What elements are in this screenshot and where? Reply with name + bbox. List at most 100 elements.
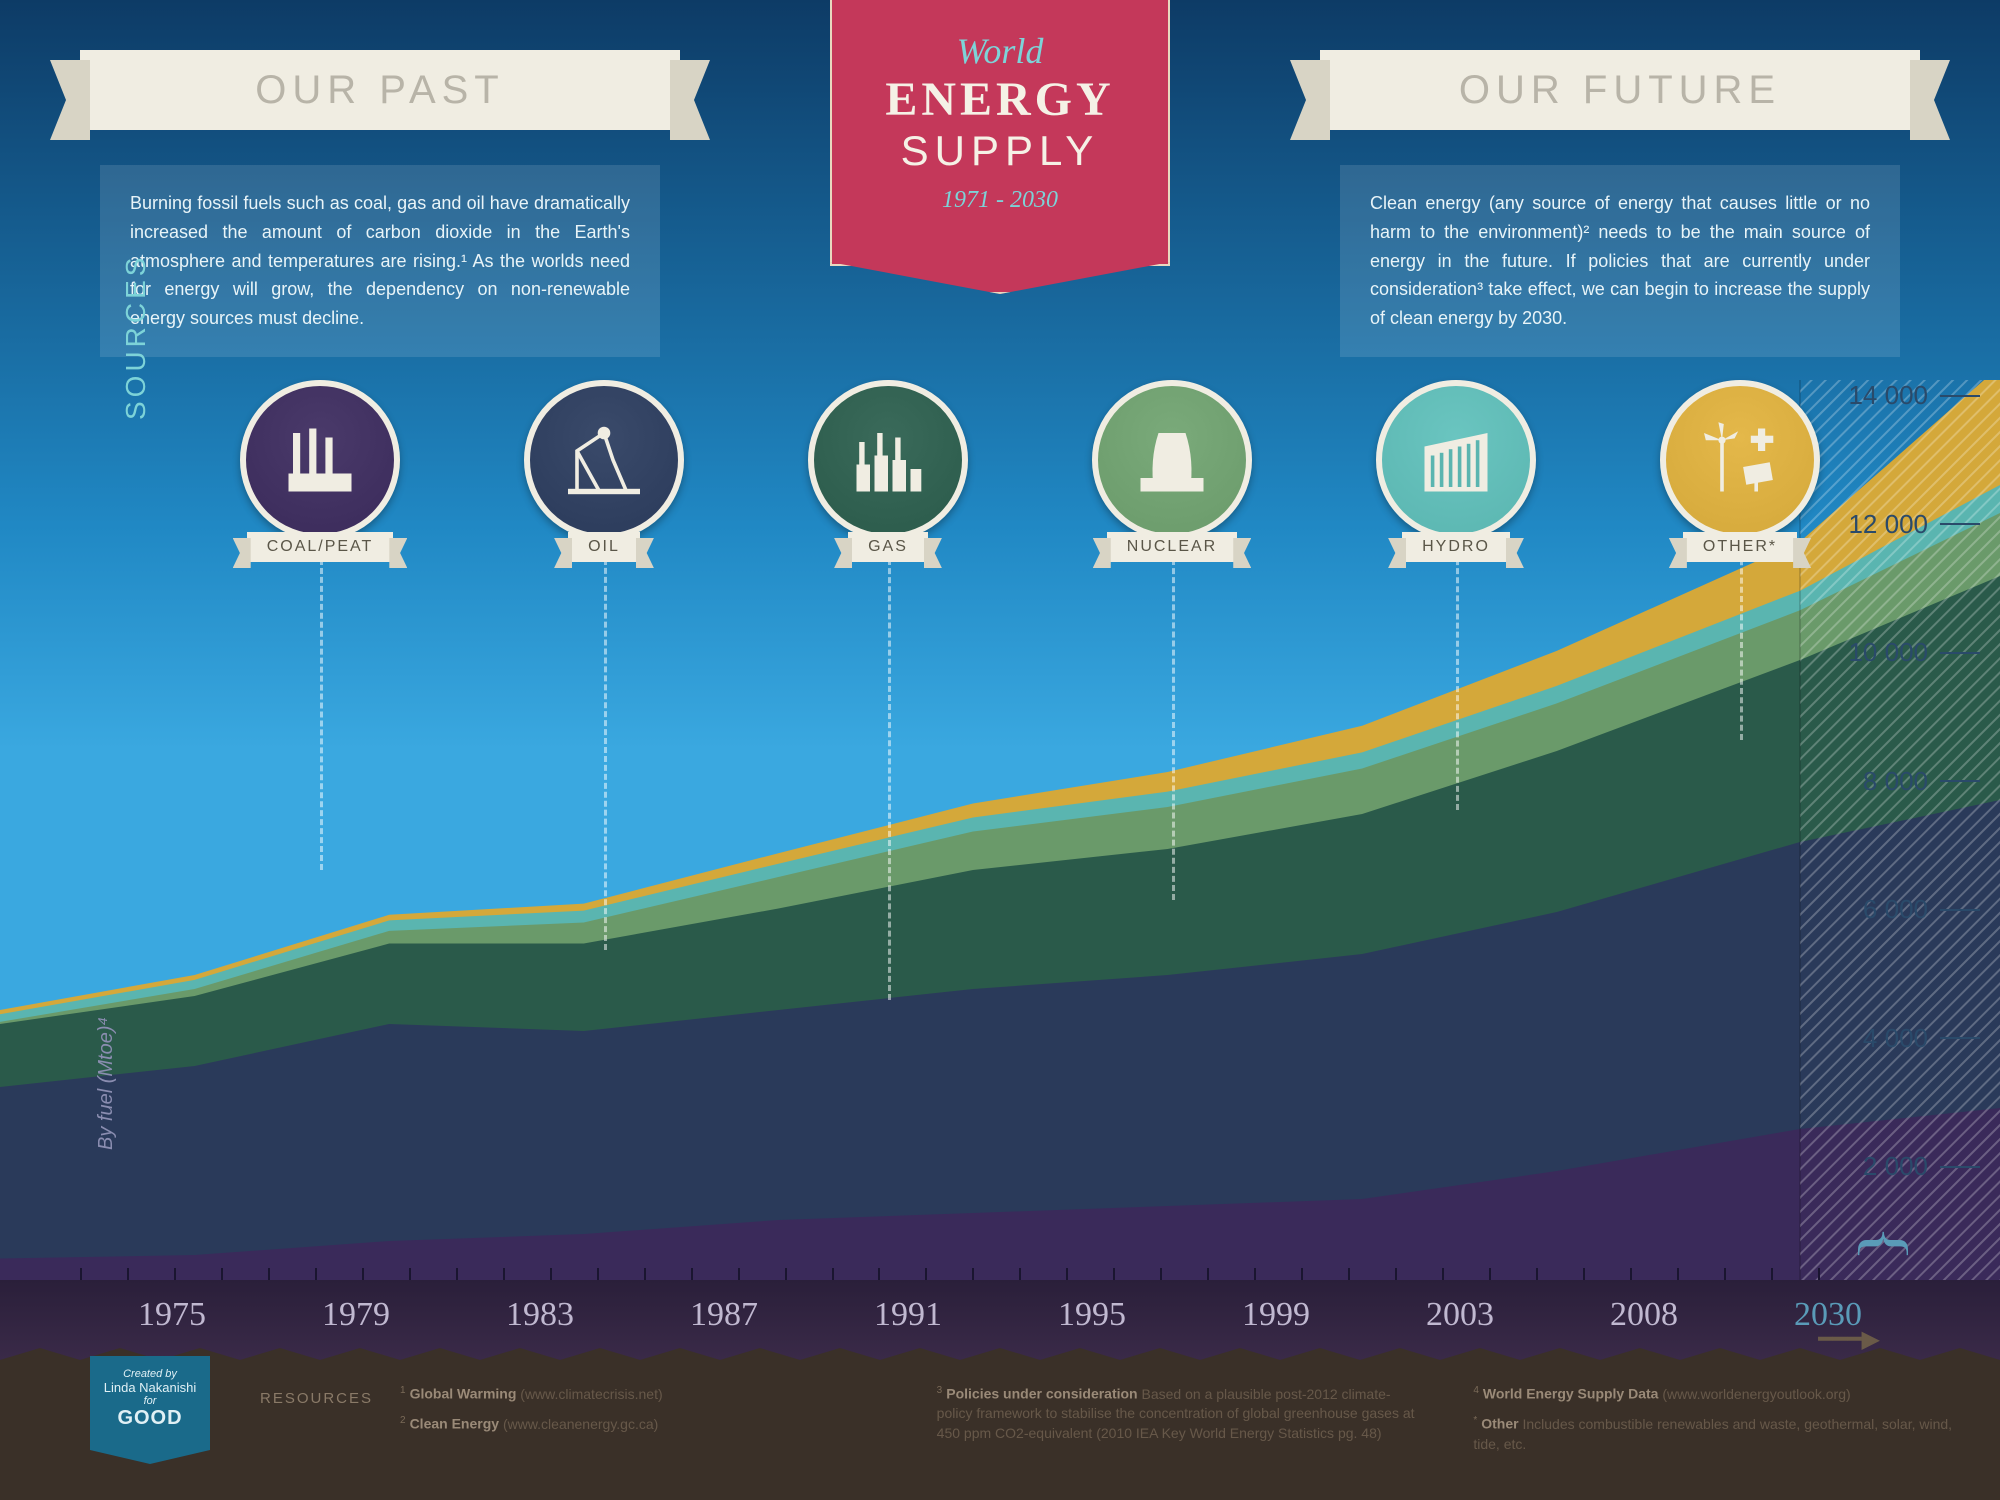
xtick-minor xyxy=(691,1268,693,1280)
xtick-label: 1979 xyxy=(322,1296,390,1334)
textbox-future: Clean energy (any source of energy that … xyxy=(1340,165,1900,357)
xtick-minor xyxy=(1771,1268,1773,1280)
title-main: ENERGY xyxy=(852,72,1148,127)
ytick: 12 000 xyxy=(1848,509,1980,540)
future-bracket-icon: { xyxy=(1851,1225,1920,1262)
footer-references: 1Global Warming (www.climatecrisis.net)2… xyxy=(400,1384,1960,1464)
xtick-minor xyxy=(1818,1268,1820,1280)
hydro-icon xyxy=(1411,415,1501,505)
source-label: OIL xyxy=(568,532,640,562)
xtick-minor xyxy=(1489,1268,1491,1280)
infographic-container: World ENERGY SUPPLY 1971 - 2030 OUR PAST… xyxy=(0,0,2000,1500)
xtick-label: 1991 xyxy=(874,1296,942,1334)
xtick-minor xyxy=(1724,1268,1726,1280)
footer-ref-column: 3Policies under consideration Based on a… xyxy=(937,1384,1424,1464)
footer-ref: 2Clean Energy (www.cleanenergy.gc.ca) xyxy=(400,1414,887,1434)
xtick-minor xyxy=(644,1268,646,1280)
sources-label: SOURCES xyxy=(120,254,152,420)
footer-ref-column: 1Global Warming (www.climatecrisis.net)2… xyxy=(400,1384,887,1464)
ytick: 10 000 xyxy=(1848,637,1980,668)
ytick: 8 000 xyxy=(1863,766,1980,797)
source-icon-coalpeat: COAL/PEAT xyxy=(240,380,400,562)
banner-future-text: OUR FUTURE xyxy=(1459,68,1781,113)
ytick: 14 000 xyxy=(1848,380,1980,411)
xtick-label: 2003 xyxy=(1426,1296,1494,1334)
xtick-minor xyxy=(221,1268,223,1280)
nuclear-icon xyxy=(1127,415,1217,505)
title-ribbon: World ENERGY SUPPLY 1971 - 2030 xyxy=(830,0,1170,320)
xtick-minor xyxy=(1160,1268,1162,1280)
ytick: 2 000 xyxy=(1863,1151,1980,1182)
xtick-minor xyxy=(456,1268,458,1280)
source-icon-nuclear: NUCLEAR xyxy=(1092,380,1252,562)
xtick-minor xyxy=(1442,1268,1444,1280)
source-label: GAS xyxy=(848,532,928,562)
credit-by: Created by xyxy=(98,1368,202,1380)
source-icons-row: COAL/PEAT OIL GAS NUCLEAR HYDRO OTHER* xyxy=(240,380,1820,562)
title-script: World xyxy=(852,30,1148,72)
banner-future: OUR FUTURE xyxy=(1320,50,1920,140)
xtick-minor xyxy=(925,1268,927,1280)
credit-brand: GOOD xyxy=(98,1407,202,1430)
xtick-minor xyxy=(1677,1268,1679,1280)
xtick-minor xyxy=(1301,1268,1303,1280)
source-label: HYDRO xyxy=(1402,532,1510,562)
xtick-minor xyxy=(1066,1268,1068,1280)
source-label: NUCLEAR xyxy=(1107,532,1237,562)
xtick-minor xyxy=(1019,1268,1021,1280)
source-icon-other: OTHER* xyxy=(1660,380,1820,562)
xtick-label: 2008 xyxy=(1610,1296,1678,1334)
credit-name: Linda Nakanishi xyxy=(98,1380,202,1395)
coal-icon xyxy=(275,415,365,505)
xtick-minor xyxy=(1395,1268,1397,1280)
xtick-minor xyxy=(597,1268,599,1280)
xtick-minor xyxy=(1583,1268,1585,1280)
xtick-minor xyxy=(972,1268,974,1280)
xtick-minor xyxy=(878,1268,880,1280)
footer-ref: 3Policies under consideration Based on a… xyxy=(937,1384,1424,1443)
y-axis: 2 000 4 000 6 000 8 000 10 000 12 000 14 000 xyxy=(1840,380,1980,1280)
xtick-minor xyxy=(409,1268,411,1280)
xtick-label: 1975 xyxy=(138,1296,206,1334)
textbox-past: Burning fossil fuels such as coal, gas a… xyxy=(100,165,660,357)
xtick-minor xyxy=(174,1268,176,1280)
xtick-minor xyxy=(1348,1268,1350,1280)
ytick: 6 000 xyxy=(1863,894,1980,925)
source-icon-gas: GAS xyxy=(808,380,968,562)
gas-icon xyxy=(843,415,933,505)
xtick-minor xyxy=(362,1268,364,1280)
xtick-minor xyxy=(1630,1268,1632,1280)
title-sub: SUPPLY xyxy=(852,127,1148,175)
xtick-minor xyxy=(315,1268,317,1280)
ytick: 4 000 xyxy=(1863,1023,1980,1054)
xtick-label: 1987 xyxy=(690,1296,758,1334)
xtick-minor xyxy=(785,1268,787,1280)
xtick-label: 1983 xyxy=(506,1296,574,1334)
footer-ref: *Other Includes combustible renewables a… xyxy=(1473,1414,1960,1454)
xtick-minor xyxy=(1536,1268,1538,1280)
xtick-minor xyxy=(1207,1268,1209,1280)
source-label: OTHER* xyxy=(1683,532,1797,562)
xtick-minor xyxy=(268,1268,270,1280)
y-axis-label: By fuel (Mtoe)⁴ xyxy=(95,1017,118,1150)
other-icon xyxy=(1695,415,1785,505)
xtick-minor xyxy=(1254,1268,1256,1280)
footer: Created by Linda Nakanishi for GOOD RESO… xyxy=(0,1360,2000,1500)
footer-ref-column: 4World Energy Supply Data (www.worldener… xyxy=(1473,1384,1960,1464)
xtick-label: 1995 xyxy=(1058,1296,1126,1334)
source-icon-hydro: HYDRO xyxy=(1376,380,1536,562)
xtick-minor xyxy=(503,1268,505,1280)
title-years: 1971 - 2030 xyxy=(852,187,1148,214)
source-label: COAL/PEAT xyxy=(247,532,394,562)
xtick-minor xyxy=(550,1268,552,1280)
banner-past: OUR PAST xyxy=(80,50,680,140)
xtick-minor xyxy=(832,1268,834,1280)
resources-label: RESOURCES xyxy=(260,1390,373,1407)
banner-past-text: OUR PAST xyxy=(255,68,505,113)
footer-ref: 4World Energy Supply Data (www.worldener… xyxy=(1473,1384,1960,1404)
xtick-label: 1999 xyxy=(1242,1296,1310,1334)
xtick-minor xyxy=(127,1268,129,1280)
credit-tag: Created by Linda Nakanishi for GOOD xyxy=(90,1356,210,1450)
xtick-minor xyxy=(1113,1268,1115,1280)
source-icon-oil: OIL xyxy=(524,380,684,562)
